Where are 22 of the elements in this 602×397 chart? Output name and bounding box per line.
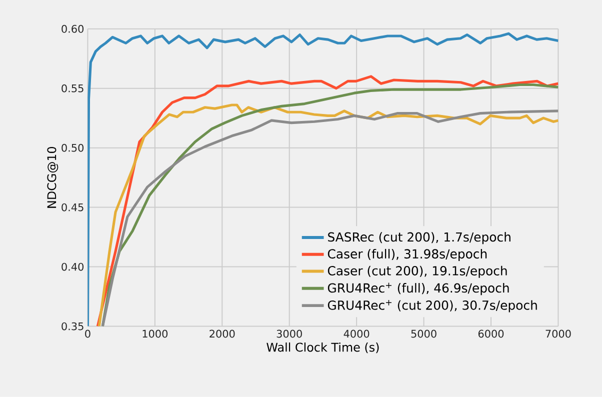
y-tick-label: 0.55 [62, 84, 84, 92]
legend-label: SASRec (cut 200), 1.7s/epoch [328, 232, 510, 244]
legend-label: GRU4Rec$^{+}$ (full), 46.9s/epoch [328, 282, 509, 296]
y-axis-title: NDCG@10 [47, 146, 58, 208]
x-tick-label: 4000 [344, 330, 370, 338]
y-tick-label: 0.50 [62, 144, 84, 152]
legend-label: GRU4Rec$^{+}$ (cut 200), 30.7s/epoch [328, 300, 537, 312]
y-tick-label: 0.60 [62, 24, 84, 33]
x-tick-label: 3000 [276, 330, 302, 338]
x-tick-label: 7000 [546, 330, 571, 338]
legend-label: Caser (cut 200), 19.1s/epoch [328, 266, 507, 278]
y-tick-label: 0.40 [62, 262, 84, 271]
x-tick-label: 5000 [411, 330, 436, 338]
x-tick-label: 2000 [210, 330, 235, 338]
legend-label: Caser (full), 31.98s/epoch [328, 248, 487, 262]
y-tick-label: 0.45 [62, 203, 84, 212]
x-tick-label: 6000 [478, 330, 504, 338]
line-series [88, 32, 558, 326]
x-axis-title: Wall Clock Time (s) [266, 342, 379, 354]
y-tick-label: 0.35 [62, 322, 84, 330]
x-tick-label: 1000 [142, 330, 168, 338]
x-tick-label: 0 [85, 330, 90, 338]
